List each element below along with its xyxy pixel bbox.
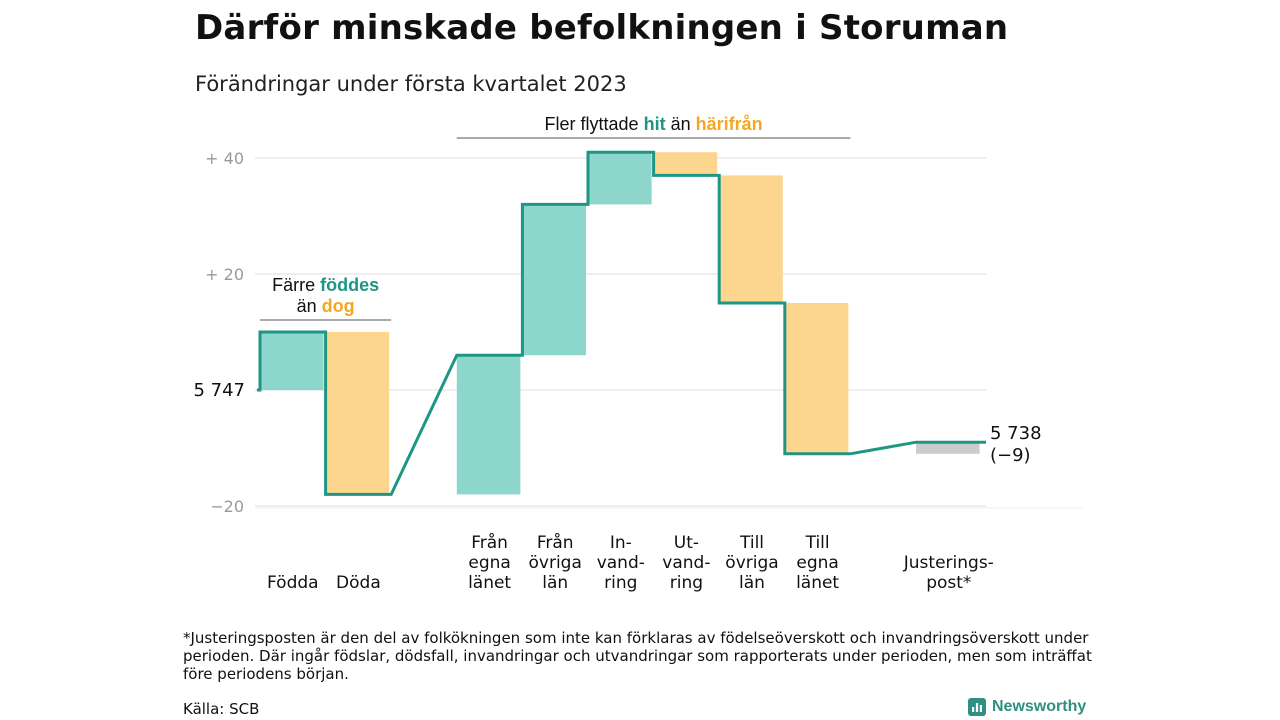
- annotation-part: dog: [322, 296, 355, 316]
- annotation-part: hit: [644, 114, 666, 134]
- category-label: län: [542, 573, 568, 593]
- category-label: Från: [471, 532, 508, 553]
- category-label: länet: [468, 573, 511, 593]
- category-label: Födda: [267, 573, 319, 593]
- category-label: Till: [739, 533, 764, 553]
- category-label: post*: [926, 573, 971, 593]
- category-label: länet: [796, 573, 839, 593]
- footnote: *Justeringsposten är den del av folkökni…: [183, 629, 1092, 683]
- category-label: Justerings-: [903, 553, 994, 573]
- waterfall-bar: [325, 332, 390, 495]
- brand-name: Newsworthy: [992, 698, 1087, 715]
- annotation-part: Fler flyttade: [545, 114, 644, 134]
- category-label: vand-: [662, 553, 710, 573]
- waterfall-bar: [522, 204, 586, 356]
- source-note: Källa: SCB: [183, 700, 260, 718]
- end-value-label: 5 738: [990, 423, 1042, 444]
- category-label: vand-: [597, 553, 645, 573]
- category-label: In-: [610, 533, 632, 553]
- annotation-part: Färre: [272, 275, 320, 295]
- category-label: Ut-: [674, 533, 699, 553]
- y-tick-label: −20: [210, 497, 244, 516]
- end-change-label: (−9): [990, 445, 1031, 466]
- annotation-text: Fler flyttade hit än härifrån: [545, 114, 763, 134]
- chart-title: Därför minskade befolkningen i Storuman: [195, 8, 1009, 48]
- waterfall-bar: [784, 303, 849, 454]
- newsworthy-logo-icon: [968, 698, 986, 716]
- category-label: egna: [796, 553, 838, 573]
- category-label: ring: [670, 573, 703, 593]
- waterfall-bar: [653, 152, 718, 176]
- waterfall-bar: [260, 332, 324, 390]
- start-value-label: 5 747: [193, 380, 245, 401]
- brand-logo: Newsworthy: [968, 696, 1086, 718]
- waterfall-bar: [456, 355, 521, 495]
- waterfall-bar: [588, 152, 652, 205]
- category-label: egna: [468, 553, 510, 573]
- annotation-text: Färre föddes: [272, 275, 379, 295]
- category-label: län: [739, 573, 765, 593]
- category-label: Till: [805, 533, 830, 553]
- cumulative-step-line: [257, 150, 986, 496]
- y-tick-label: + 20: [205, 265, 244, 284]
- annotation-part: härifrån: [696, 114, 763, 134]
- category-label: ring: [604, 573, 637, 593]
- waterfall-bar: [916, 442, 980, 454]
- annotation-text: än dog: [297, 296, 355, 316]
- annotation-part: än: [666, 114, 696, 134]
- category-label: övriga: [725, 553, 778, 573]
- chart-subtitle: Förändringar under första kvartalet 2023: [195, 72, 627, 96]
- annotation-part: föddes: [320, 275, 379, 295]
- category-label: Döda: [336, 573, 381, 593]
- waterfall-bar: [719, 175, 783, 303]
- category-label: Från: [537, 532, 574, 553]
- annotation-part: än: [297, 296, 322, 316]
- category-label: övriga: [529, 553, 582, 573]
- y-tick-label: + 40: [205, 149, 244, 168]
